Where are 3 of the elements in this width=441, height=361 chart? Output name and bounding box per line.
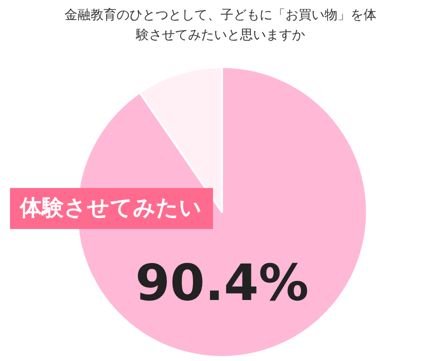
data-label: 90.4% <box>135 254 309 312</box>
chart-title: 金融教育のひとつとして、子どもに「お買い物」を体験させてみたいと思いますか <box>64 6 378 45</box>
slice-label: 体験させてみたい <box>19 196 202 221</box>
